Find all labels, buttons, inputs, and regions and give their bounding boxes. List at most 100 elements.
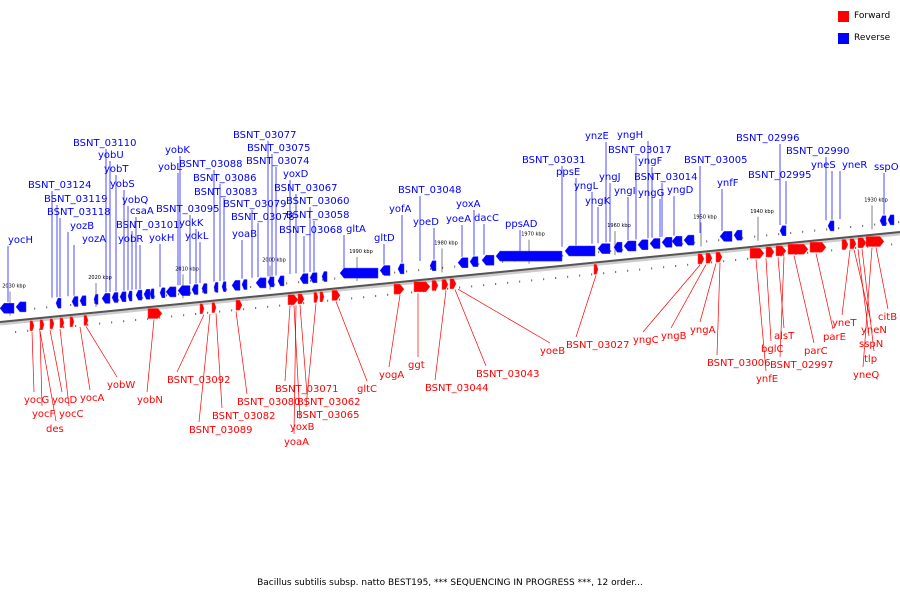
forward-leader-line bbox=[699, 263, 717, 323]
reverse-gene-arrow bbox=[213, 282, 219, 293]
forward-gene-label: BSNT_02997 bbox=[770, 360, 833, 371]
scale-dot bbox=[478, 263, 480, 266]
reverse-gene-arrow bbox=[299, 273, 309, 284]
forward-gene-label: sspN bbox=[859, 339, 883, 350]
axis-tick-label: 1930 kbp bbox=[864, 197, 888, 203]
forward-gene-label: BSNT_03044 bbox=[425, 383, 488, 394]
reverse-gene-arrow bbox=[71, 296, 79, 307]
forward-gene-arrow bbox=[809, 241, 827, 253]
axis-ticks: 2030 kbp 2020 kbp 2010 kbp 2000 kbp 1990 kbp… bbox=[2, 197, 888, 316]
reverse-gene-label: ynfF bbox=[717, 178, 739, 189]
forward-leader-line bbox=[875, 247, 889, 310]
forward-gene-label: yngB bbox=[661, 331, 687, 342]
forward-gene-label: yocA bbox=[80, 393, 105, 404]
backbone-line bbox=[0, 231, 900, 323]
reverse-gene-arrow bbox=[879, 215, 887, 226]
axis-tick-label: 2010 kbp bbox=[175, 266, 199, 272]
forward-gene-label: parE bbox=[823, 332, 846, 343]
scale-dot bbox=[94, 301, 96, 304]
forward-leader-line bbox=[79, 326, 91, 391]
scale-dot bbox=[682, 242, 684, 245]
forward-leader-line bbox=[779, 256, 785, 358]
reverse-gene-arrow bbox=[887, 214, 895, 226]
figure-caption: Bacillus subtilis subsp. natto BEST195, … bbox=[257, 578, 643, 588]
scale-dot bbox=[430, 268, 432, 270]
reverse-gene-arrow bbox=[101, 293, 111, 304]
reverse-gene-label: yngI bbox=[614, 186, 636, 197]
scale-dot bbox=[706, 240, 708, 243]
reverse-gene-label: yoeD bbox=[413, 217, 439, 228]
reverse-gene-label: BSNT_03048 bbox=[398, 185, 461, 196]
scale-dot bbox=[334, 277, 336, 280]
reverse-gene-arrow bbox=[177, 285, 191, 296]
forward-gene-arrow bbox=[29, 320, 35, 332]
reverse-gene-arrow bbox=[733, 229, 743, 241]
forward-gene-arrow bbox=[199, 303, 205, 315]
forward-gene-label: yoxB bbox=[290, 422, 315, 433]
scale-dot bbox=[190, 292, 192, 294]
legend-forward-label: Forward bbox=[854, 11, 891, 21]
reverse-gene-arrow bbox=[79, 295, 87, 306]
scale-dot bbox=[807, 251, 809, 254]
reverse-gene-arrow bbox=[397, 263, 405, 275]
scale-dot bbox=[118, 299, 120, 302]
scale-dot bbox=[675, 265, 677, 267]
scale-dot bbox=[742, 236, 744, 239]
scale-dot bbox=[195, 313, 197, 315]
forward-leader-line bbox=[31, 331, 35, 393]
reverse-gene-arrow bbox=[495, 250, 563, 262]
forward-gene-label: yocD bbox=[52, 395, 78, 406]
forward-gene-label: yobW bbox=[107, 380, 135, 391]
reverse-gene-label: BSNT_03086 bbox=[193, 173, 256, 184]
scale-dot bbox=[718, 239, 720, 242]
forward-gene-arrow bbox=[287, 294, 299, 305]
forward-gene-label: BSNT_03065 bbox=[296, 410, 359, 421]
scale-dot bbox=[375, 295, 377, 297]
scale-dot bbox=[603, 272, 605, 275]
reverse-gene-label: gltD bbox=[374, 233, 395, 244]
forward-gene-arrow bbox=[49, 318, 55, 330]
reverse-gene-arrow bbox=[637, 239, 649, 250]
reverse-gene-arrow bbox=[267, 276, 275, 288]
scale-dot bbox=[183, 314, 185, 317]
forward-leader-line bbox=[755, 259, 767, 372]
reverse-gene-arrow bbox=[649, 238, 661, 249]
scale-dot bbox=[838, 227, 840, 230]
scale-dot bbox=[39, 328, 41, 331]
reverse-gene-label: yngJ bbox=[599, 172, 621, 183]
forward-leader-line bbox=[765, 258, 772, 342]
scale-dot bbox=[687, 263, 689, 266]
scale-dot bbox=[322, 278, 324, 281]
reverse-gene-label: BSNT_03095 bbox=[156, 204, 219, 215]
reverse-gene-label: sspO bbox=[874, 162, 899, 173]
reverse-gene-arrow bbox=[55, 297, 62, 309]
scale-dot bbox=[639, 268, 641, 271]
scale-dot bbox=[46, 306, 48, 309]
reverse-gene-labels: yocH BSNT_03124 BSNT_03119 BSNT_03118 yozB yo… bbox=[8, 130, 899, 246]
forward-gene-label: yngA bbox=[690, 325, 716, 336]
scale-dot bbox=[711, 261, 713, 264]
scale-dot bbox=[279, 304, 281, 307]
reverse-gene-arrow bbox=[277, 275, 285, 287]
scale-dot bbox=[507, 281, 509, 284]
reverse-gene-label: BSNT_03124 bbox=[28, 180, 91, 191]
reverse-gene-arrow bbox=[827, 220, 835, 232]
scale-dot bbox=[850, 226, 852, 228]
forward-gene-arrow bbox=[705, 252, 713, 264]
forward-gene-arrow bbox=[331, 290, 341, 301]
axis-tick-label: 1980 kbp bbox=[434, 240, 458, 246]
forward-gene-label: parC bbox=[804, 346, 828, 357]
reverse-gene-label: yneR bbox=[842, 160, 867, 171]
reverse-gene-arrow bbox=[201, 283, 208, 294]
reverse-gene-arrow bbox=[149, 288, 155, 300]
scale-dot bbox=[363, 296, 365, 299]
scale-dot bbox=[886, 222, 888, 225]
scale-dot bbox=[298, 281, 300, 284]
legend-reverse-label: Reverse bbox=[854, 33, 891, 43]
forward-leader-line bbox=[862, 247, 873, 368]
forward-gene-label: des bbox=[46, 424, 64, 435]
scale-dot bbox=[418, 269, 420, 272]
axis-tick-label: 1950 kbp bbox=[693, 215, 717, 221]
forward-gene-arrow bbox=[211, 302, 217, 313]
